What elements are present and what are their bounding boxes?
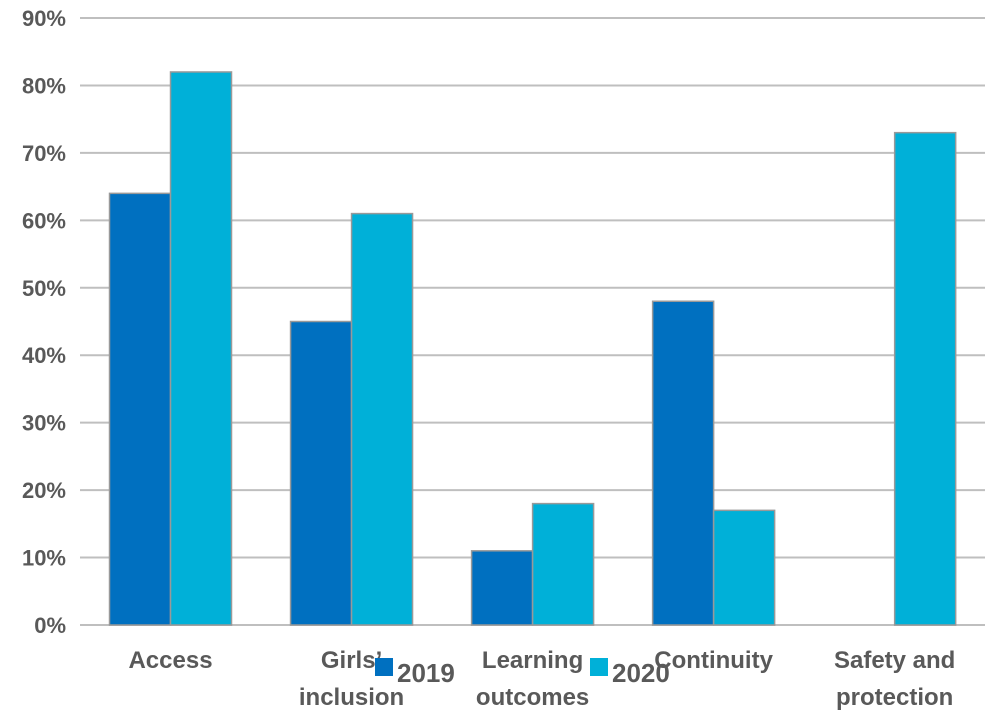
y-tick-label: 90%: [22, 6, 66, 31]
legend-label-2020: 2020: [612, 658, 670, 688]
bar-2020: [893, 131, 957, 626]
y-tick-label: 80%: [22, 73, 66, 98]
bar-2020: [350, 212, 414, 626]
y-tick-label: 40%: [22, 343, 66, 368]
y-axis: 0% 10% 20% 30% 40% 50% 60% 70% 80% 90%: [22, 6, 66, 638]
y-tick-label: 10%: [22, 546, 66, 571]
bar-2020: [169, 71, 233, 626]
legend: 2019 2020: [375, 658, 670, 688]
legend-swatch-2020: [590, 658, 608, 676]
y-tick-label: 60%: [22, 208, 66, 233]
y-tick-label: 70%: [22, 141, 66, 166]
x-category-label: Girls’ inclusion: [299, 647, 404, 711]
bars: [108, 71, 957, 626]
bar-2020: [712, 509, 776, 626]
y-tick-label: 20%: [22, 478, 66, 503]
legend-swatch-2019: [375, 658, 393, 676]
legend-label-2019: 2019: [397, 658, 455, 688]
x-category-label: Access: [128, 647, 212, 674]
x-axis: Access Girls’ inclusion Learning outcomes Con…: [128, 647, 955, 711]
x-category-label: Safety and protection: [834, 647, 955, 711]
bar-2019: [289, 320, 353, 626]
bar-2019: [108, 192, 172, 626]
y-tick-label: 50%: [22, 276, 66, 301]
bar-2019: [470, 550, 534, 626]
bar-2020: [531, 502, 595, 626]
y-tick-label: 0%: [34, 613, 66, 638]
y-tick-label: 30%: [22, 411, 66, 436]
x-category-label: Learning outcomes: [476, 647, 589, 711]
bar-2019: [651, 300, 715, 626]
x-category-label: Continuity: [654, 647, 773, 674]
